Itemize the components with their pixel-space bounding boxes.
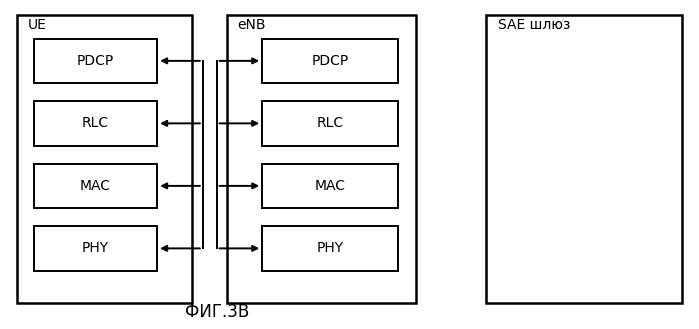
Text: PDCP: PDCP (312, 54, 349, 68)
Bar (34, 226, 157, 270)
Text: PDCP: PDCP (77, 54, 114, 68)
Bar (34, 164, 157, 208)
Text: PHY: PHY (82, 241, 109, 255)
Text: eNB: eNB (238, 18, 266, 32)
Bar (34, 39, 157, 83)
Text: UE: UE (28, 18, 47, 32)
Bar (262, 164, 398, 208)
Text: MAC: MAC (80, 179, 111, 193)
Bar (262, 101, 398, 145)
Text: RLC: RLC (82, 116, 109, 130)
Bar (262, 39, 398, 83)
Text: PHY: PHY (317, 241, 344, 255)
Bar (17, 15, 192, 303)
Bar (34, 101, 157, 145)
Text: RLC: RLC (317, 116, 344, 130)
Text: ФИГ.3В: ФИГ.3В (185, 303, 249, 321)
Text: MAC: MAC (315, 179, 346, 193)
Text: SAE шлюз: SAE шлюз (498, 18, 571, 32)
Bar (262, 226, 398, 270)
Bar (227, 15, 416, 303)
Bar (486, 15, 682, 303)
